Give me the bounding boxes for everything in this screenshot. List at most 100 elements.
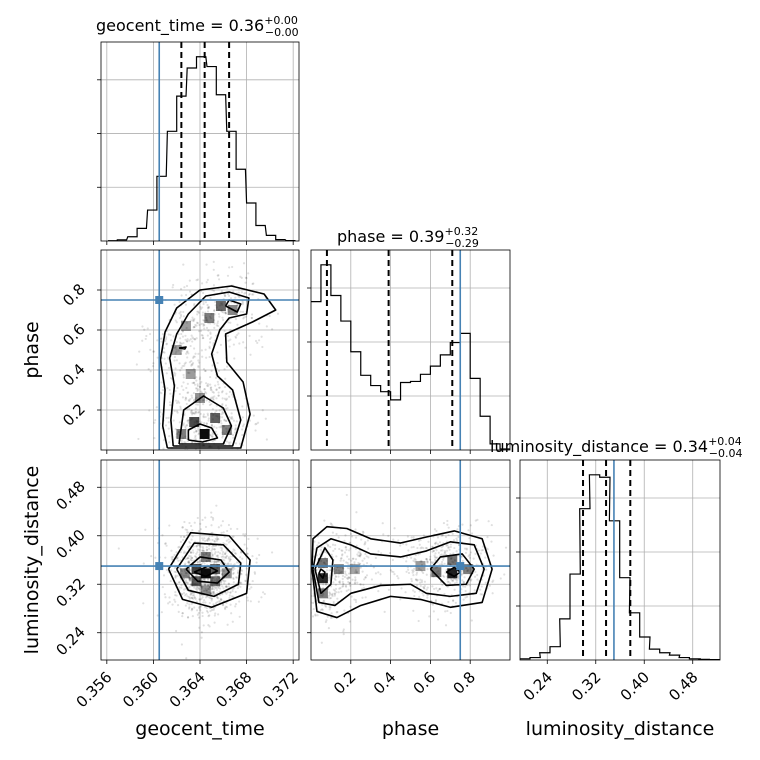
sample-point <box>422 534 425 537</box>
sample-point <box>181 349 184 352</box>
sample-point <box>228 266 231 269</box>
sample-point <box>241 405 244 408</box>
sample-point <box>194 407 197 410</box>
sample-point <box>412 589 415 592</box>
sample-point <box>197 587 200 590</box>
sample-point <box>353 562 356 565</box>
sample-point <box>338 587 341 590</box>
sample-point <box>201 549 204 552</box>
sample-point <box>231 588 234 591</box>
sample-point <box>410 579 413 583</box>
sample-point <box>138 350 141 353</box>
sample-point <box>186 595 189 598</box>
sample-point <box>420 559 423 562</box>
sample-point <box>191 412 194 415</box>
sample-point <box>185 657 188 660</box>
sample-point <box>224 311 227 315</box>
sample-point <box>340 554 344 557</box>
sample-point <box>240 569 244 572</box>
sample-point <box>411 571 414 574</box>
sample-point <box>188 554 191 558</box>
sample-point <box>178 341 182 344</box>
sample-point <box>422 587 426 590</box>
sample-point <box>225 586 228 589</box>
sample-point <box>187 419 190 422</box>
sample-point <box>179 407 182 410</box>
sample-point <box>234 336 238 339</box>
sample-point <box>410 556 413 559</box>
sample-point <box>175 629 178 633</box>
sample-point <box>432 587 436 591</box>
sample-point <box>179 535 183 538</box>
sample-point <box>216 538 219 541</box>
sample-point <box>183 535 186 539</box>
sample-point <box>186 556 190 560</box>
sample-point <box>196 313 199 316</box>
contour-line <box>167 531 251 609</box>
sample-point <box>236 304 239 307</box>
sample-point <box>332 549 335 552</box>
sample-point <box>176 386 179 390</box>
sample-point <box>244 579 247 582</box>
sample-point <box>342 628 345 631</box>
sample-point <box>172 335 175 338</box>
sample-point <box>174 352 177 355</box>
sample-point <box>252 414 255 417</box>
sample-point <box>205 326 209 330</box>
sample-point <box>223 582 226 585</box>
sample-point <box>206 611 209 614</box>
sample-point <box>190 394 193 397</box>
sample-point <box>168 388 171 392</box>
sample-point <box>469 579 473 582</box>
sample-point <box>144 337 147 341</box>
sample-point <box>255 557 258 560</box>
sample-point <box>208 625 211 628</box>
sample-point <box>322 600 325 603</box>
sample-point <box>198 330 201 333</box>
sample-point <box>224 556 228 560</box>
sample-point <box>342 582 345 585</box>
sample-point <box>364 576 367 579</box>
sample-point <box>431 545 434 548</box>
sample-point <box>253 572 257 575</box>
truth-marker <box>155 296 164 304</box>
sample-point <box>186 572 189 575</box>
sample-point <box>206 310 210 313</box>
sample-point <box>222 587 225 590</box>
sample-point <box>214 537 217 541</box>
density-cell <box>349 564 360 575</box>
sample-point <box>179 540 183 543</box>
sample-point <box>447 546 450 549</box>
sample-point <box>434 558 437 561</box>
sample-point <box>201 549 204 552</box>
sample-point <box>173 566 176 570</box>
sample-point <box>472 557 475 560</box>
sample-point <box>229 338 232 341</box>
density-panel-phase-luminosity_distance <box>307 459 511 664</box>
sample-point <box>218 409 221 412</box>
sample-point <box>227 523 231 527</box>
sample-point <box>198 544 201 547</box>
sample-point <box>363 578 366 581</box>
sample-point <box>216 537 219 540</box>
sample-point <box>479 552 483 555</box>
sample-point <box>429 555 432 558</box>
sample-point <box>325 542 328 545</box>
sample-point <box>206 538 210 541</box>
sample-point <box>224 605 227 608</box>
sample-point <box>180 573 183 576</box>
sample-point <box>364 552 367 556</box>
sample-point <box>434 552 437 555</box>
sample-point <box>209 331 212 334</box>
sample-point <box>196 548 200 551</box>
sample-point <box>342 567 345 570</box>
sample-point <box>348 549 351 552</box>
sample-point <box>185 386 188 390</box>
sample-point <box>192 551 195 554</box>
sample-point <box>184 581 188 584</box>
sample-point <box>447 600 450 604</box>
sample-point <box>341 549 344 552</box>
sample-point <box>194 574 198 577</box>
sample-point <box>224 551 227 554</box>
sample-point <box>468 584 471 587</box>
